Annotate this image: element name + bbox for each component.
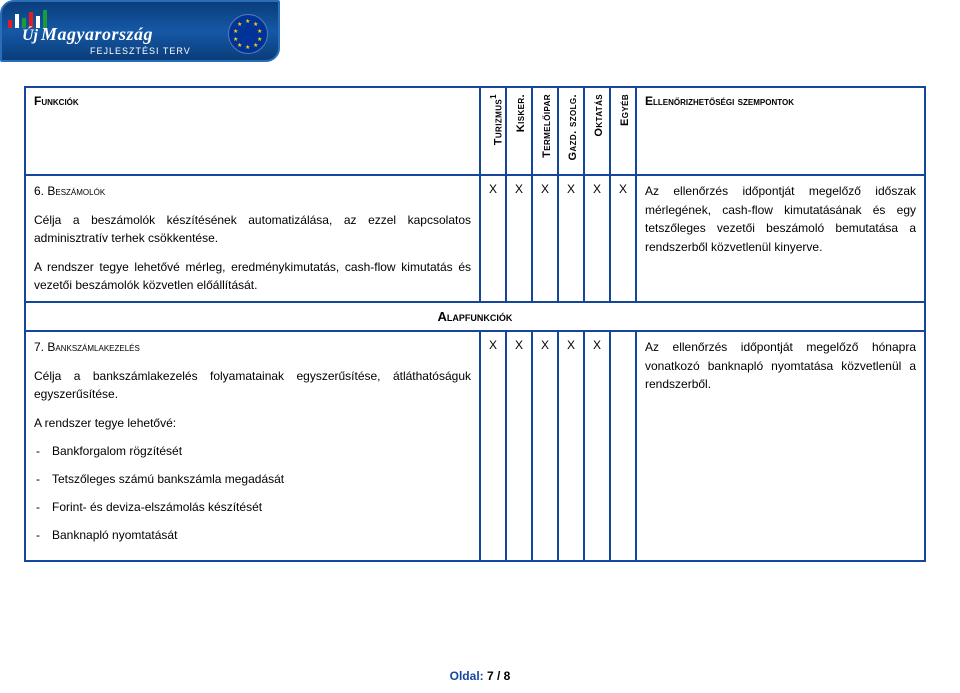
row7-p1: Célja a bankszámlakezelés folyamatainak … bbox=[34, 367, 471, 404]
table-header-row: Funkciók Turizmus1 Kisker. Termelőipar G… bbox=[25, 87, 925, 175]
header-col-egyeb: Egyéb bbox=[610, 87, 636, 175]
subheader-label: Alapfunkciók bbox=[25, 302, 925, 331]
row7-note: Az ellenőrzés időpontját megelőző hónapr… bbox=[636, 331, 925, 561]
table-row: 7. Bankszámlakezelés Célja a bankszámlak… bbox=[25, 331, 925, 561]
row6-desc: 6. Beszámolók Célja a beszámolók készíté… bbox=[25, 175, 480, 302]
row6-num: 6. bbox=[34, 184, 44, 198]
footer-page: 7 / 8 bbox=[487, 669, 510, 683]
row6-chk-6: X bbox=[610, 175, 636, 302]
header-banner: Új Magyarország FEJLESZTÉSI TERV ★ ★ ★ ★… bbox=[0, 0, 280, 70]
row6-p1: Célja a beszámolók készítésének automati… bbox=[34, 211, 471, 248]
header-functions: Funkciók bbox=[25, 87, 480, 175]
row7-title: Bankszámlakezelés bbox=[47, 340, 139, 354]
list-item: Forint- és deviza-elszámolás készítését bbox=[52, 498, 471, 516]
row6-title: Beszámolók bbox=[47, 184, 105, 198]
header-col-oktatas: Oktatás bbox=[584, 87, 610, 175]
header-col-gazdszolg: Gazd. szolg. bbox=[558, 87, 584, 175]
row7-chk-5: X bbox=[584, 331, 610, 561]
row7-p2: A rendszer tegye lehetővé: bbox=[34, 414, 471, 433]
row6-note: Az ellenőrzés időpontját megelőző idősza… bbox=[636, 175, 925, 302]
row7-desc: 7. Bankszámlakezelés Célja a bankszámlak… bbox=[25, 331, 480, 561]
table-row: 6. Beszámolók Célja a beszámolók készíté… bbox=[25, 175, 925, 302]
row7-chk-4: X bbox=[558, 331, 584, 561]
header-col-kisker: Kisker. bbox=[506, 87, 532, 175]
banner-text: Új Magyarország bbox=[22, 24, 153, 45]
list-item: Bankforgalom rögzítését bbox=[52, 442, 471, 460]
eu-stars-icon: ★ ★ ★ ★ ★ ★ ★ ★ ★ ★ bbox=[233, 19, 263, 49]
page-footer: Oldal: 7 / 8 bbox=[0, 669, 960, 683]
footer-label: Oldal: bbox=[450, 669, 484, 683]
main-table: Funkciók Turizmus1 Kisker. Termelőipar G… bbox=[24, 86, 926, 562]
banner-line2: Magyarország bbox=[41, 24, 153, 44]
row6-p2: A rendszer tegye lehetővé mérleg, eredmé… bbox=[34, 258, 471, 295]
row6-chk-5: X bbox=[584, 175, 610, 302]
banner-subtitle: FEJLESZTÉSI TERV bbox=[90, 46, 191, 56]
header-auditability: Ellenőrizhetőségi szempontok bbox=[636, 87, 925, 175]
row7-list: Bankforgalom rögzítését Tetszőleges szám… bbox=[34, 442, 471, 544]
row7-chk-2: X bbox=[506, 331, 532, 561]
eu-flag-icon: ★ ★ ★ ★ ★ ★ ★ ★ ★ ★ bbox=[228, 14, 268, 54]
row7-chk-6 bbox=[610, 331, 636, 561]
row7-chk-1: X bbox=[480, 331, 506, 561]
row6-chk-2: X bbox=[506, 175, 532, 302]
row7-num: 7. bbox=[34, 340, 44, 354]
row6-chk-1: X bbox=[480, 175, 506, 302]
row6-chk-4: X bbox=[558, 175, 584, 302]
row6-chk-3: X bbox=[532, 175, 558, 302]
banner-line1: Új bbox=[22, 27, 38, 44]
header-col-termeloipar: Termelőipar bbox=[532, 87, 558, 175]
page-content: Funkciók Turizmus1 Kisker. Termelőipar G… bbox=[24, 86, 926, 562]
subheader-row: Alapfunkciók bbox=[25, 302, 925, 331]
banner-logo: Új Magyarország FEJLESZTÉSI TERV ★ ★ ★ ★… bbox=[0, 0, 280, 62]
row7-chk-3: X bbox=[532, 331, 558, 561]
header-col-turizmus: Turizmus1 bbox=[480, 87, 506, 175]
list-item: Tetszőleges számú bankszámla megadását bbox=[52, 470, 471, 488]
list-item: Banknapló nyomtatását bbox=[52, 526, 471, 544]
